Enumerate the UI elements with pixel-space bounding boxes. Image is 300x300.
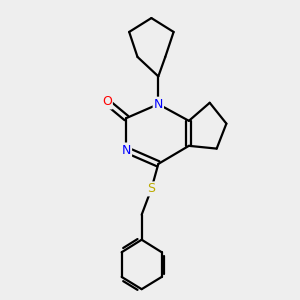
Text: N: N bbox=[122, 143, 131, 157]
Text: N: N bbox=[154, 98, 163, 111]
Text: O: O bbox=[102, 95, 112, 108]
Text: S: S bbox=[147, 182, 155, 195]
